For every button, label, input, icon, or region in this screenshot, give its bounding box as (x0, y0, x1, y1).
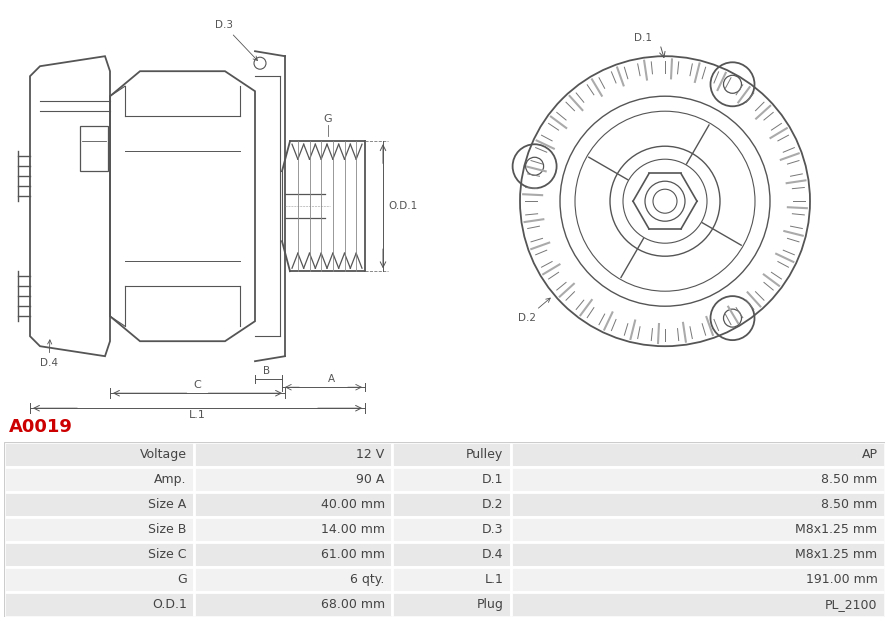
Bar (392, 442, 510, 467)
Bar (510, 567, 885, 592)
Text: PL_2100: PL_2100 (825, 598, 877, 611)
Text: Voltage: Voltage (140, 449, 187, 461)
Bar (194, 467, 392, 492)
Bar (194, 542, 392, 567)
Text: A0019: A0019 (9, 419, 73, 436)
Bar (392, 467, 510, 492)
Bar (194, 567, 392, 592)
Text: 14.00 mm: 14.00 mm (321, 523, 385, 536)
Text: D.2: D.2 (482, 498, 503, 511)
Bar (194, 592, 392, 617)
Text: 90 A: 90 A (356, 473, 385, 486)
Bar (392, 567, 510, 592)
Text: D.4: D.4 (40, 340, 58, 368)
Text: L.1: L.1 (485, 573, 503, 586)
Text: D.2: D.2 (518, 298, 550, 323)
Text: A: A (328, 374, 335, 384)
Bar (194, 442, 392, 467)
Text: D.1: D.1 (482, 473, 503, 486)
Text: Pulley: Pulley (466, 449, 503, 461)
Text: D.4: D.4 (482, 548, 503, 561)
Bar (80, 126, 108, 171)
Bar (392, 592, 510, 617)
Text: Size B: Size B (148, 523, 187, 536)
Text: 191.00 mm: 191.00 mm (805, 573, 877, 586)
Bar (510, 592, 885, 617)
Text: G: G (177, 573, 187, 586)
Text: Size A: Size A (148, 498, 187, 511)
Text: 8.50 mm: 8.50 mm (821, 498, 877, 511)
Text: 12 V: 12 V (356, 449, 385, 461)
Text: 8.50 mm: 8.50 mm (821, 473, 877, 486)
Text: Amp.: Amp. (154, 473, 187, 486)
Bar (510, 517, 885, 542)
Bar (4, 492, 194, 517)
Text: C: C (194, 380, 202, 390)
Bar (4, 517, 194, 542)
Bar (4, 542, 194, 567)
Bar (4, 592, 194, 617)
Bar (392, 492, 510, 517)
Bar (510, 492, 885, 517)
Text: O.D.1: O.D.1 (388, 201, 417, 211)
Text: 40.00 mm: 40.00 mm (321, 498, 385, 511)
Bar (510, 542, 885, 567)
Text: Plug: Plug (477, 598, 503, 611)
Text: Size C: Size C (148, 548, 187, 561)
Text: 6 qty.: 6 qty. (350, 573, 385, 586)
Text: M8x1.25 mm: M8x1.25 mm (796, 548, 877, 561)
Text: 68.00 mm: 68.00 mm (321, 598, 385, 611)
Text: O.D.1: O.D.1 (152, 598, 187, 611)
Bar (510, 442, 885, 467)
Bar (4, 467, 194, 492)
Bar (392, 542, 510, 567)
Text: M8x1.25 mm: M8x1.25 mm (796, 523, 877, 536)
Text: B: B (263, 366, 270, 376)
Bar (392, 517, 510, 542)
Text: L.1: L.1 (189, 410, 206, 420)
Bar (4, 442, 194, 467)
Text: 61.00 mm: 61.00 mm (321, 548, 385, 561)
Text: D.3: D.3 (215, 20, 258, 60)
Bar (194, 517, 392, 542)
Text: G: G (324, 114, 332, 124)
Text: D.3: D.3 (482, 523, 503, 536)
Text: AP: AP (861, 449, 877, 461)
Text: D.1: D.1 (634, 33, 652, 43)
Bar (194, 492, 392, 517)
Bar (510, 467, 885, 492)
Bar (4, 567, 194, 592)
